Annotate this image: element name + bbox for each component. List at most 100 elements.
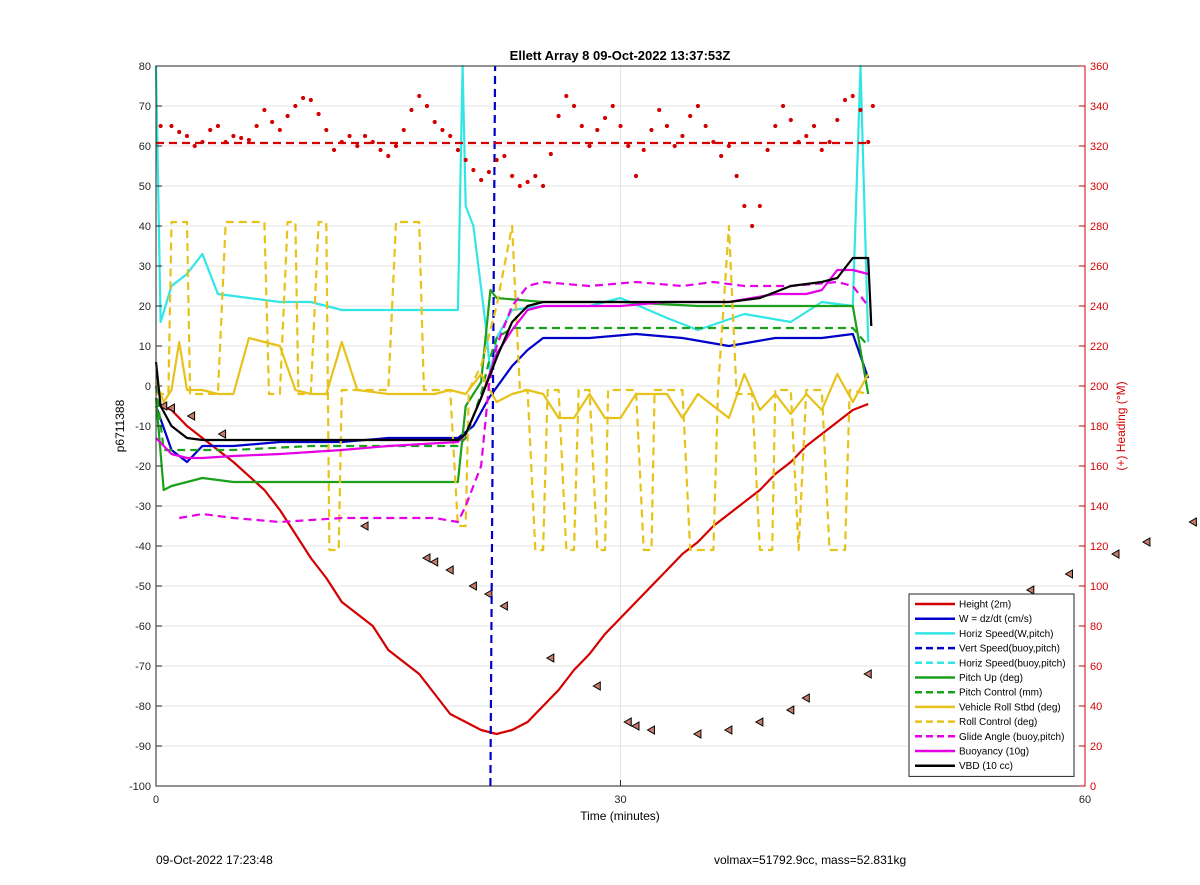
series-heading-point [448,133,453,139]
y2-tick-label: 120 [1090,541,1108,553]
series-heading-point [850,93,855,99]
series-heading-point [300,95,306,101]
y-tick-label: 50 [139,181,151,193]
y-tick-label: -10 [135,421,151,433]
y-tick-label: -90 [135,741,151,753]
series-heading-point [571,103,577,109]
series-heading-point [471,167,476,173]
series-heading-point [262,107,267,113]
series-heading-point [362,133,368,139]
series-heading-point [618,123,623,129]
series-heading-point [804,133,809,139]
series-heading-point [788,117,793,123]
y2-tick-label: 260 [1090,261,1108,273]
series-height-markers-marker [1141,537,1151,547]
series-heading-point [393,143,399,149]
series-layer [154,64,1197,787]
y2-tick-label: 240 [1090,301,1108,313]
series-height-markers-marker [630,721,640,731]
series-heading-point [293,103,298,109]
series-pitch-control-mm-line [154,326,870,452]
series-heading-point [773,123,778,129]
series-heading-point [540,183,546,189]
y2-tick-label: 60 [1090,661,1102,673]
y2-tick-label: 200 [1090,381,1108,393]
x-tick-label: 0 [153,794,159,806]
series-heading-point [424,103,430,109]
series-heading-point [401,127,406,133]
series-height-markers-marker [360,521,369,531]
series-heading-point [254,123,259,129]
series-height-markers-marker [723,725,733,735]
series-height-markers-marker [1110,549,1120,559]
y-tick-label: -50 [135,581,151,593]
y2-axis-label: (+) Heading (°M) [1114,381,1128,470]
series-height-markers-marker [158,401,168,411]
series-heading-point [533,173,538,179]
legend-label: Roll Control (deg) [959,717,1037,728]
y-tick-label: 30 [139,261,151,273]
x-axis-label: Time (minutes) [580,809,660,823]
y-tick-label: -80 [135,701,151,713]
y2-tick-label: 0 [1090,781,1096,793]
series-height-markers-marker [166,403,175,413]
series-heading-point [587,143,592,149]
series-heading-point [765,147,770,153]
series-heading-point [633,173,639,179]
series-heading-point [719,153,724,159]
series-height-2m-line [155,397,869,736]
y2-tick-label: 280 [1090,221,1108,233]
series-heading-point [626,143,631,149]
y2-tick-label: 140 [1090,501,1108,513]
legend-label: Pitch Control (mm) [959,688,1042,699]
chart-title: Ellett Array 8 09-Oct-2022 13:37:53Z [510,48,731,63]
series-height-markers-marker [801,693,810,703]
series-heading-point [417,93,422,99]
series-heading-point [835,117,840,123]
series-heading-point [184,133,190,139]
series-height-markers-marker [445,565,454,575]
series-heading-point [866,139,871,145]
series-vbd-10-cc-line [154,256,873,442]
series-height-markers-marker [421,553,431,563]
series-heading-point [734,173,739,179]
y-axis-label: p6711388 [113,399,127,452]
series-heading-point [510,173,515,179]
y2-tick-label: 360 [1090,61,1108,73]
y2-tick-label: 160 [1090,461,1108,473]
y2-tick-label: 320 [1090,141,1108,153]
y2-tick-label: 100 [1090,581,1108,593]
series-heading-point [331,147,337,153]
y2-tick-label: 80 [1090,621,1102,633]
series-heading-point [680,133,685,139]
series-heading-point [285,113,290,119]
legend-label: VBD (10 cc) [959,761,1013,772]
series-heading-point [548,151,553,157]
series-heading-point [649,127,654,133]
series-height-markers-marker [1064,569,1074,579]
series-heading-point [246,137,251,143]
legend: Height (2m) W = dz/dt (cm/s) Horiz Speed(W… [908,593,1075,777]
series-heading-point [177,129,182,135]
series-heading-point [811,123,817,129]
series-roll-control-deg-line [156,220,869,552]
series-heading-point [270,119,275,125]
series-height-markers-marker [623,717,632,727]
series-height-markers-marker [429,557,439,567]
series-heading-point [386,153,391,159]
series-heading-point [494,157,499,163]
series-height-markers-marker [483,589,493,599]
series-heading-point [169,123,174,129]
series-height-markers-marker [592,681,601,691]
y-tick-label: 40 [139,221,151,233]
y-tick-label: -20 [135,461,151,473]
series-heading-point [239,135,244,141]
series-heading-point [324,127,329,133]
series-height-markers-marker [468,581,477,591]
legend-label: Horiz Speed(buoy,pitch) [959,658,1066,669]
y-tick-label: 70 [139,101,151,113]
series-height-markers-marker [754,717,764,727]
y-tick-label: 0 [145,381,151,393]
footer-volmax-mass: volmax=51792.9cc, mass=52.831kg [714,853,907,867]
legend-label: Vehicle Roll Stbd (deg) [959,702,1061,713]
